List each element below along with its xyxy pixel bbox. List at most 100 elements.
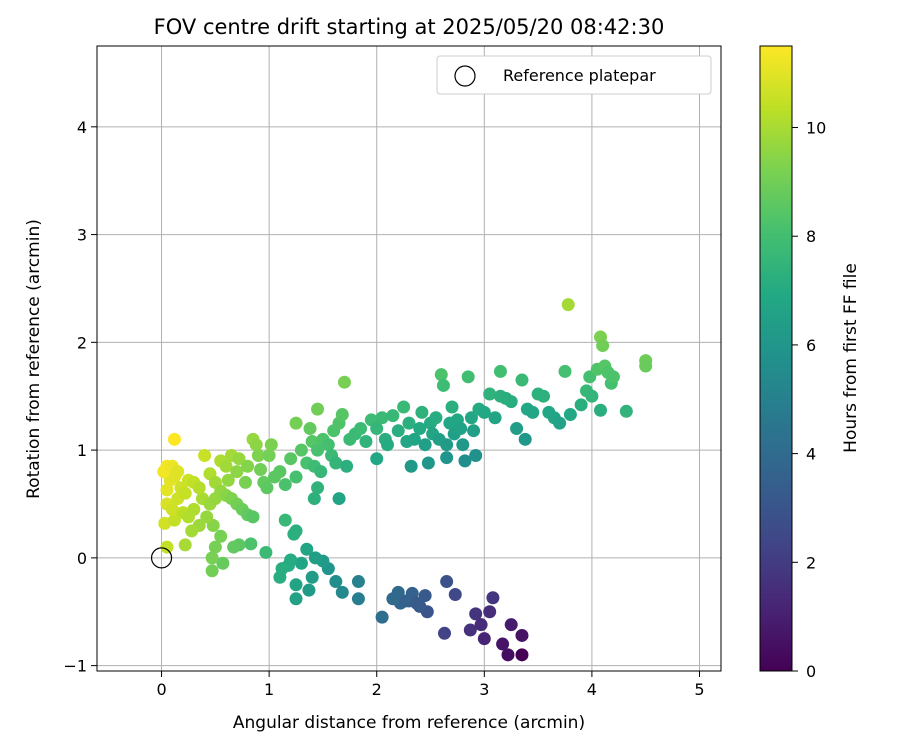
colorbar: [759, 45, 793, 672]
scatter-point: [458, 454, 472, 468]
scatter-point: [399, 594, 413, 608]
scatter-point: [445, 400, 459, 414]
scatter-points: [157, 298, 653, 662]
scatter-point: [273, 465, 287, 479]
scatter-point: [486, 591, 500, 605]
x-tick-label: 5: [694, 680, 704, 699]
scatter-point: [438, 626, 452, 640]
scatter-point: [440, 451, 454, 465]
scatter-point: [198, 448, 212, 462]
scatter-point: [574, 398, 588, 412]
scatter-point: [289, 592, 303, 606]
scatter-point: [515, 373, 529, 387]
scatter-point: [308, 551, 322, 565]
scatter-point: [375, 411, 389, 425]
scatter-point: [305, 570, 319, 584]
scatter-point: [354, 422, 368, 436]
scatter-point: [311, 443, 325, 457]
y-tick-label: 3: [77, 226, 87, 245]
y-tick-label: 0: [77, 549, 87, 568]
colorbar-ticks: 0 2 4 6 8 10: [792, 119, 826, 681]
scatter-point: [205, 564, 219, 578]
scatter-point: [421, 456, 435, 470]
scatter-point: [469, 607, 483, 621]
plot-frame: [96, 45, 722, 672]
scatter-point: [639, 359, 653, 373]
scatter-point: [329, 575, 343, 589]
scatter-point: [351, 592, 365, 606]
scatter-point: [434, 368, 448, 382]
colorbar-tick-label: 0: [806, 662, 816, 681]
scatter-point: [289, 578, 303, 592]
scatter-point: [483, 387, 497, 401]
scatter-point: [370, 422, 384, 436]
colorbar-tick-label: 8: [806, 227, 816, 246]
colorbar-tick-label: 6: [806, 336, 816, 355]
scatter-point: [515, 628, 529, 642]
scatter-point: [216, 556, 230, 570]
scatter-point: [329, 456, 343, 470]
x-tick-label: 2: [372, 680, 382, 699]
scatter-point: [259, 545, 273, 559]
scatter-point: [167, 432, 181, 446]
chart-title: FOV centre drift starting at 2025/05/20 …: [154, 15, 665, 39]
scatter-point: [418, 438, 432, 452]
scatter-point: [340, 459, 354, 473]
scatter-point: [300, 542, 314, 556]
scatter-point: [273, 570, 287, 584]
scatter-point: [205, 551, 219, 565]
scatter-point: [440, 575, 454, 589]
scatter-point: [440, 438, 454, 452]
y-axis-ticks: −1 0 1 2 3 4: [63, 118, 97, 676]
scatter-point: [391, 424, 405, 438]
scatter-point: [192, 481, 206, 495]
y-tick-label: 1: [77, 441, 87, 460]
scatter-point: [178, 486, 192, 500]
scatter-point: [187, 502, 201, 516]
scatter-point: [477, 632, 491, 646]
scatter-point: [351, 575, 365, 589]
scatter-point: [436, 378, 450, 392]
colorbar-tick-label: 2: [806, 553, 816, 572]
scatter-point: [294, 556, 308, 570]
scatter-point: [359, 434, 373, 448]
scatter-point: [221, 473, 235, 487]
scatter-point: [410, 596, 424, 610]
scatter-point: [515, 648, 529, 662]
scatter-point: [262, 448, 276, 462]
scatter-point: [219, 459, 233, 473]
grid-lines: [97, 46, 721, 671]
scatter-point: [321, 438, 335, 452]
scatter-point: [289, 470, 303, 484]
scatter-point: [606, 370, 620, 384]
scatter-point: [504, 618, 518, 632]
scatter-point: [302, 583, 316, 597]
scatter-point: [311, 402, 325, 416]
scatter-point: [178, 538, 192, 552]
scatter-point: [264, 438, 278, 452]
scatter-point: [337, 375, 351, 389]
scatter-point: [558, 364, 572, 378]
scatter-point: [278, 478, 292, 492]
scatter-point: [619, 404, 633, 418]
y-axis-label: Rotation from reference (arcmin): [24, 219, 44, 499]
scatter-point: [165, 502, 179, 516]
scatter-point: [463, 623, 477, 637]
scatter-point: [397, 400, 411, 414]
scatter-point: [208, 540, 222, 554]
scatter-point: [370, 452, 384, 466]
scatter-point: [483, 605, 497, 619]
scatter-point: [456, 438, 470, 452]
scatter-point: [536, 389, 550, 403]
scatter-point: [496, 637, 510, 651]
x-tick-label: 4: [587, 680, 597, 699]
colorbar-label: Hours from first FF file: [841, 263, 861, 453]
y-tick-label: 2: [77, 333, 87, 352]
scatter-point: [332, 492, 346, 506]
scatter-point: [391, 585, 405, 599]
x-tick-label: 0: [156, 680, 166, 699]
scatter-point: [311, 481, 325, 495]
scatter-point: [510, 422, 524, 436]
x-axis-label: Angular distance from reference (arcmin): [233, 713, 585, 733]
scatter-point: [214, 529, 228, 543]
